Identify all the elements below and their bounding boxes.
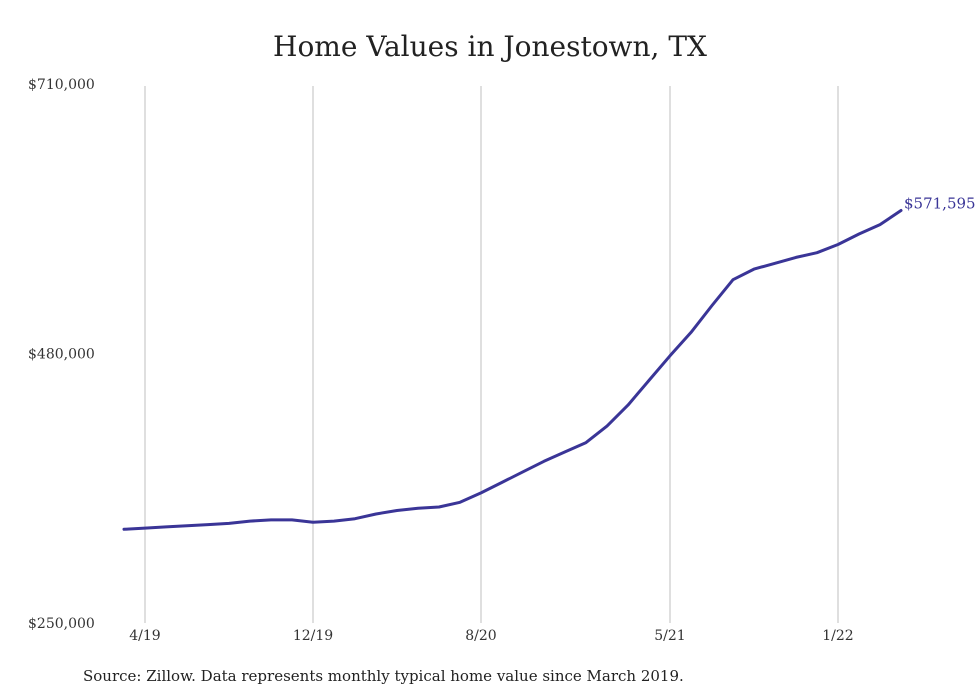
x-tick-label: 5/21 <box>654 628 685 644</box>
x-axis-ticks: 4/19 12/19 8/20 5/21 1/22 <box>129 628 853 644</box>
source-note: Source: Zillow. Data represents monthly … <box>83 667 684 685</box>
series <box>122 209 903 531</box>
data-labels: $571,595 <box>904 195 976 213</box>
y-tick-label: $710,000 <box>28 77 95 93</box>
y-axis-ticks: $710,000 $480,000 $250,000 <box>28 77 95 632</box>
y-tick-label: $250,000 <box>28 616 95 632</box>
x-tick-label: 1/22 <box>822 628 853 644</box>
x-tick-label: 8/20 <box>465 628 496 644</box>
series-line <box>122 209 903 531</box>
x-tick-label: 12/19 <box>293 628 333 644</box>
y-tick-label: $480,000 <box>28 347 95 363</box>
chart-title: Home Values in Jonestown, TX <box>273 30 707 63</box>
x-tick-label: 4/19 <box>129 628 160 644</box>
gridlines <box>144 86 839 623</box>
end-value-label: $571,595 <box>904 195 976 213</box>
